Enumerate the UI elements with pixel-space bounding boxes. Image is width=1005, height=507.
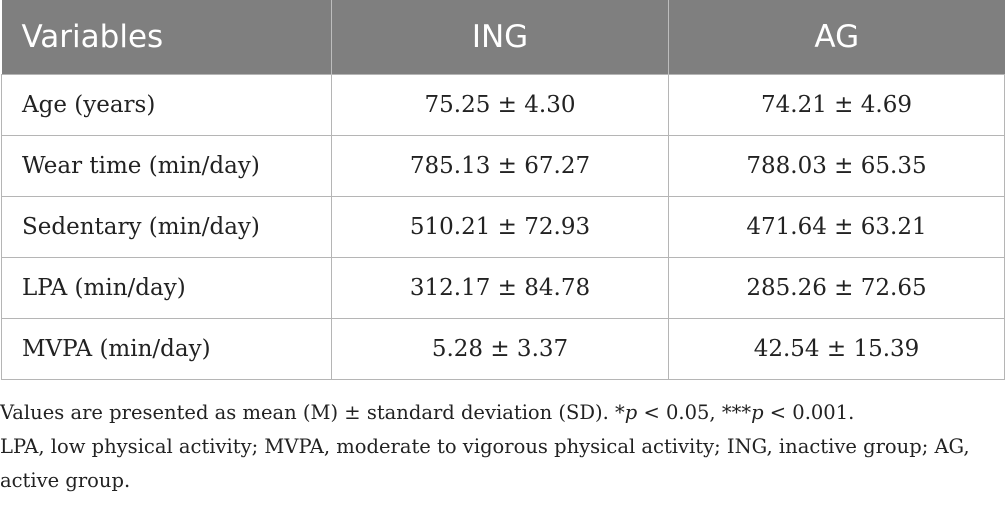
- footnote-text: < 0.05, ***: [637, 401, 752, 424]
- footnote-text: Values are presented as mean (M) ± stand…: [0, 401, 625, 424]
- table-body: Age (years) 75.25 ± 4.30 74.21 ± 4.69 We…: [1, 74, 1005, 380]
- header-row: Variables ING AG: [1, 0, 1005, 75]
- header-ing: ING: [331, 0, 669, 75]
- cell-ing: 75.25 ± 4.30: [331, 74, 669, 136]
- table-row: Wear time (min/day) 785.13 ± 67.27 788.0…: [1, 135, 1005, 197]
- table-row: Sedentary (min/day) 510.21 ± 72.93 471.6…: [1, 196, 1005, 258]
- p-symbol: p: [624, 401, 638, 424]
- row-label: Wear time (min/day): [1, 135, 332, 197]
- data-table: Variables ING AG Age (years) 75.25 ± 4.3…: [1, 0, 1005, 380]
- footnote-abbreviations: LPA, low physical activity; MVPA, modera…: [0, 435, 970, 492]
- row-label: LPA (min/day): [1, 257, 332, 319]
- footnote-stats: Values are presented as mean (M) ± stand…: [0, 396, 1000, 430]
- cell-ing: 785.13 ± 67.27: [331, 135, 669, 197]
- p-symbol: p: [751, 401, 764, 424]
- footnote-text: < 0.001.: [763, 401, 855, 424]
- cell-ing: 312.17 ± 84.78: [331, 257, 669, 319]
- table-container: Variables ING AG Age (years) 75.25 ± 4.3…: [1, 0, 1005, 380]
- row-label: MVPA (min/day): [1, 318, 332, 380]
- cell-ag: 471.64 ± 63.21: [668, 196, 1005, 258]
- header-variables: Variables: [1, 0, 332, 75]
- cell-ag: 285.26 ± 72.65: [668, 257, 1005, 319]
- table-row: MVPA (min/day) 5.28 ± 3.37 42.54 ± 15.39: [1, 318, 1005, 380]
- row-label: Sedentary (min/day): [1, 196, 332, 258]
- table-row: Age (years) 75.25 ± 4.30 74.21 ± 4.69: [1, 74, 1005, 136]
- table-header: Variables ING AG: [1, 0, 1005, 75]
- table-footnote: Values are presented as mean (M) ± stand…: [0, 396, 1000, 498]
- cell-ing: 510.21 ± 72.93: [331, 196, 669, 258]
- cell-ing: 5.28 ± 3.37: [331, 318, 669, 380]
- header-ag: AG: [668, 0, 1005, 75]
- cell-ag: 74.21 ± 4.69: [668, 74, 1005, 136]
- row-label: Age (years): [1, 74, 332, 136]
- table-row: LPA (min/day) 312.17 ± 84.78 285.26 ± 72…: [1, 257, 1005, 319]
- cell-ag: 788.03 ± 65.35: [668, 135, 1005, 197]
- cell-ag: 42.54 ± 15.39: [668, 318, 1005, 380]
